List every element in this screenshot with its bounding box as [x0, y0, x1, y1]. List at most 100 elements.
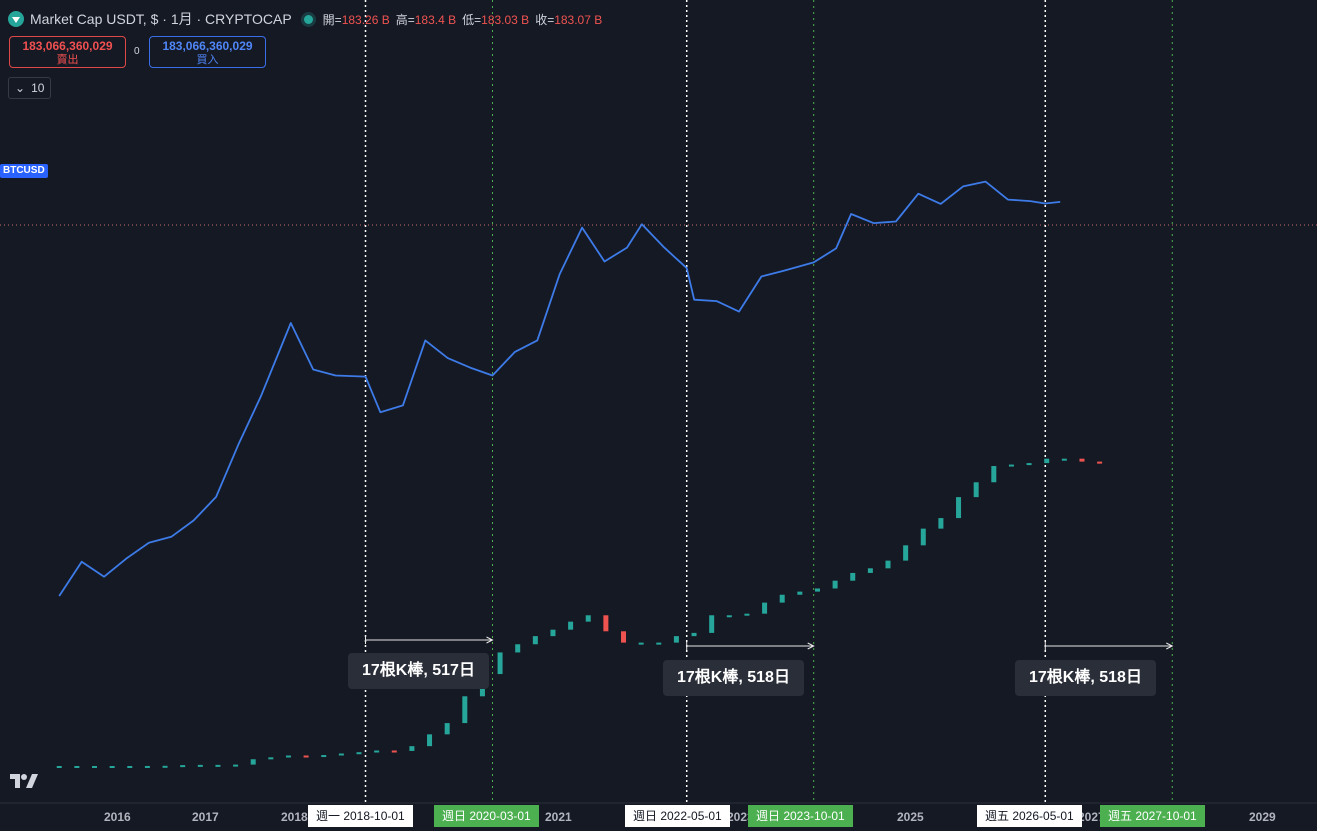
- candle: [285, 755, 291, 758]
- ohlc-low: 低=183.03 B: [462, 12, 530, 27]
- candle: [162, 765, 168, 768]
- date-marker-tag[interactable]: 週五 2027-10-01: [1100, 805, 1205, 827]
- candle: [1026, 463, 1032, 466]
- measure-arrow-head: [807, 642, 815, 650]
- candle: [603, 615, 609, 632]
- x-axis-year: 2016: [104, 810, 131, 824]
- candle: [462, 696, 468, 724]
- spread-value: 0: [134, 46, 140, 57]
- x-axis-year: 2029: [1249, 810, 1276, 824]
- candle: [991, 466, 997, 483]
- x-axis-year: 2027: [1078, 810, 1105, 824]
- overlay-symbol-label[interactable]: BTCUSD: [0, 164, 48, 178]
- measure-label[interactable]: 17根K棒, 518日: [1015, 660, 1156, 696]
- candle: [197, 764, 203, 767]
- candle: [1061, 458, 1067, 461]
- candle: [709, 615, 715, 633]
- candle: [356, 752, 362, 755]
- x-axis-year: 2017: [192, 810, 219, 824]
- buy-button[interactable]: 183,066,360,029 買入: [149, 36, 266, 68]
- candle: [656, 642, 662, 645]
- candle: [127, 765, 133, 768]
- sell-label: 賣出: [56, 54, 79, 66]
- chevron-down-icon: ⌄: [15, 81, 26, 95]
- candle: [409, 746, 415, 751]
- ohlc-high: 高=183.4 B: [395, 12, 457, 27]
- ohlc-open: 開=183.26 B: [322, 12, 390, 27]
- candle: [391, 750, 397, 753]
- candle: [568, 621, 574, 630]
- date-marker-tag[interactable]: 週五 2026-05-01: [977, 805, 1082, 827]
- candle: [515, 644, 521, 653]
- candle: [374, 750, 380, 753]
- date-marker-tag[interactable]: 週日 2022-05-01: [625, 805, 730, 827]
- candle: [885, 560, 891, 569]
- x-axis-year: 2023: [727, 810, 754, 824]
- candle: [814, 588, 820, 592]
- measure-label[interactable]: 17根K棒, 517日: [348, 653, 489, 689]
- candle: [638, 642, 644, 645]
- btcusd-line: [58, 180, 1061, 597]
- candle: [144, 765, 150, 768]
- indicator-count: 10: [31, 81, 45, 95]
- candle: [726, 615, 732, 618]
- date-marker-tag[interactable]: 週日 2020-03-01: [434, 805, 539, 827]
- x-axis-year: 2021: [545, 810, 572, 824]
- candle: [338, 753, 344, 756]
- candle: [497, 652, 503, 675]
- candle: [109, 765, 115, 768]
- candle: [797, 591, 803, 595]
- candle: [744, 613, 750, 616]
- date-marker-tag[interactable]: 週日 2023-10-01: [748, 805, 853, 827]
- measure-arrow-head: [486, 636, 494, 644]
- sell-price: 183,066,360,029: [22, 39, 113, 53]
- tradingview-logo-icon[interactable]: [10, 772, 40, 795]
- candle: [673, 636, 679, 643]
- chart-header: Market Cap USDT, $ · 1月 · CRYPTOCAP 開=18…: [8, 8, 608, 30]
- buy-price: 183,066,360,029: [162, 39, 253, 53]
- date-marker-tag[interactable]: 週一 2018-10-01: [308, 805, 413, 827]
- candle: [779, 594, 785, 603]
- candle: [621, 631, 627, 643]
- candle: [268, 757, 274, 760]
- candle: [956, 497, 962, 519]
- candle: [92, 765, 98, 768]
- candle: [233, 764, 239, 767]
- candle: [938, 518, 944, 529]
- candle: [427, 734, 433, 747]
- candle: [973, 482, 979, 498]
- indicators-collapse-button[interactable]: ⌄ 10: [8, 77, 52, 99]
- tether-icon: [8, 11, 24, 27]
- candle: [56, 765, 62, 768]
- candle: [1079, 458, 1085, 462]
- measure-label[interactable]: 17根K棒, 518日: [663, 660, 804, 696]
- candle: [920, 528, 926, 546]
- measure-arrow-head: [1166, 642, 1174, 650]
- symbol-title[interactable]: Market Cap USDT, $ · 1月 · CRYPTOCAP: [30, 11, 292, 27]
- ohlc-close: 收=183.07 B: [535, 12, 603, 27]
- candle: [74, 765, 80, 768]
- candle: [215, 764, 221, 767]
- x-axis-year: 2025: [897, 810, 924, 824]
- candle: [180, 765, 186, 768]
- candle: [850, 572, 856, 581]
- candle: [903, 545, 909, 561]
- candle: [691, 632, 697, 637]
- sell-button[interactable]: 183,066,360,029 賣出: [9, 36, 126, 68]
- market-status-icon: [303, 14, 313, 24]
- candle: [1097, 461, 1103, 464]
- candle: [867, 568, 873, 573]
- candle: [250, 759, 256, 765]
- candle: [585, 615, 591, 622]
- candle: [532, 636, 538, 645]
- candle: [1008, 464, 1014, 467]
- candle: [762, 602, 768, 614]
- candle: [321, 755, 327, 758]
- x-axis-year: 2018: [281, 810, 308, 824]
- candle: [444, 723, 450, 735]
- candle: [303, 755, 309, 758]
- candle: [832, 580, 838, 589]
- candle: [1044, 458, 1050, 464]
- candle: [550, 629, 556, 637]
